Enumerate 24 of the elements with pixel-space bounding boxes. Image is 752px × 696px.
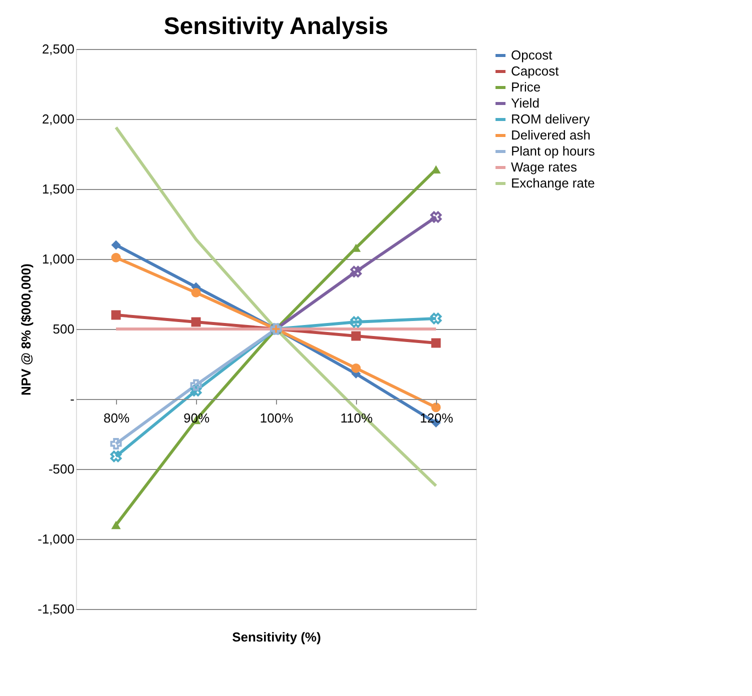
y-tick-label: -1,000 xyxy=(38,532,74,546)
y-tick-label: 1,000 xyxy=(42,252,74,266)
legend-label: Yield xyxy=(511,96,540,110)
x-tick-label: 100% xyxy=(260,410,294,426)
y-tick-label: -1,500 xyxy=(38,602,74,616)
legend-label: ROM delivery xyxy=(511,112,590,126)
x-tick-label: 80% xyxy=(103,410,130,426)
y-tick-label: -500 xyxy=(48,462,74,476)
y-tick-label: 2,500 xyxy=(42,42,74,56)
legend-label: Wage rates xyxy=(511,160,578,174)
y-tick-label: 500 xyxy=(52,322,74,336)
chart-title: Sensitivity Analysis xyxy=(164,13,388,40)
legend-label: Price xyxy=(511,80,541,94)
legend-label: Capcost xyxy=(511,64,560,78)
legend-label: Plant op hours xyxy=(511,144,596,158)
legend-label: Delivered ash xyxy=(511,128,590,142)
x-tick-label: 110% xyxy=(340,410,374,426)
y-tick-label: 1,500 xyxy=(42,182,74,196)
x-axis-title: Sensitivity (%) xyxy=(232,630,321,644)
y-axis-title: NPV @ 8% ($000,000) xyxy=(18,264,34,396)
y-tick-label: 2,000 xyxy=(42,112,74,126)
legend-label: Opcost xyxy=(511,48,553,62)
y-tick-label: - xyxy=(70,392,74,406)
legend-label: Exchange rate xyxy=(511,176,595,190)
